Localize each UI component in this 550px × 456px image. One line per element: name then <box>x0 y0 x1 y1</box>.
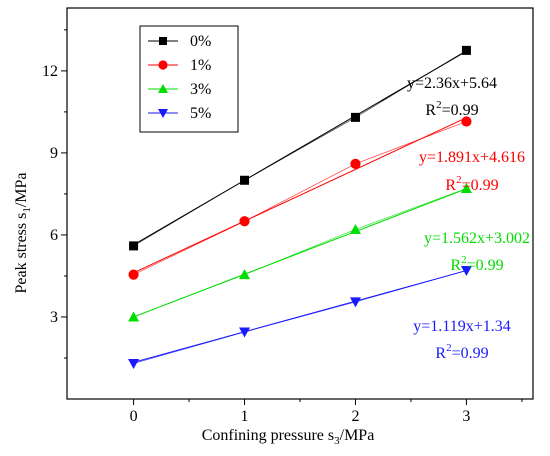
r-squared-label: R2=0.99 <box>425 99 478 119</box>
y-axis-title: Peak stress s1/MPa <box>13 172 33 293</box>
data-point <box>239 327 251 338</box>
series-line <box>133 188 467 318</box>
fit-line <box>133 50 467 246</box>
data-point <box>349 223 361 234</box>
y-tick-label: 9 <box>50 145 58 162</box>
data-point <box>350 112 360 122</box>
x-tick-label: 0 <box>130 408 138 425</box>
legend-marker <box>158 109 168 118</box>
data-point <box>460 265 472 276</box>
data-point <box>349 297 361 308</box>
fit-equation: y=1.891x+4.616 <box>419 149 525 166</box>
data-point <box>350 158 361 169</box>
legend-label: 0% <box>190 33 211 50</box>
series-line <box>133 50 467 247</box>
data-point <box>128 269 139 280</box>
data-point <box>460 182 472 193</box>
y-tick-label: 6 <box>50 227 58 244</box>
data-point <box>240 175 250 185</box>
y-tick-label: 12 <box>42 63 58 80</box>
data-point <box>239 269 251 280</box>
fit-equation: y=2.36x+5.64 <box>407 75 497 92</box>
legend-label: 3% <box>190 81 211 98</box>
equation-annotations: y=2.36x+5.64 R2=0.99 y=1.891x+4.616 R2=0.99… <box>407 75 530 362</box>
data-point <box>128 358 140 369</box>
fit-equation: y=1.119x+1.34 <box>413 318 510 335</box>
fit-line <box>133 117 467 274</box>
data-markers <box>128 45 472 369</box>
fit-lines <box>133 50 467 364</box>
fit-equation: y=1.562x+3.002 <box>424 230 530 247</box>
data-point <box>461 116 472 127</box>
data-point <box>461 45 471 55</box>
legend-label: 1% <box>190 57 211 74</box>
r-squared-label: R2=0.99 <box>435 342 488 362</box>
legend-marker <box>158 84 168 93</box>
legend-label: 5% <box>190 105 211 122</box>
legend-marker <box>159 37 167 45</box>
r-squared-label: R2=0.99 <box>445 174 498 194</box>
series-line <box>133 270 467 364</box>
legend-box <box>139 25 239 133</box>
r-squared-label: R2=0.99 <box>450 254 503 274</box>
legend-marker <box>158 60 168 70</box>
x-tick-label: 3 <box>462 408 470 425</box>
data-point <box>239 216 250 227</box>
x-tick-label: 1 <box>241 408 249 425</box>
y-tick-label: 3 <box>50 309 58 326</box>
legend: 0% 1% 3% 5% <box>139 25 239 133</box>
data-point <box>129 241 139 251</box>
series-line <box>133 121 467 275</box>
x-tick-label: 2 <box>351 408 359 425</box>
x-axis-title: Confining pressure s3/MPa <box>202 427 375 447</box>
data-point <box>128 311 140 322</box>
